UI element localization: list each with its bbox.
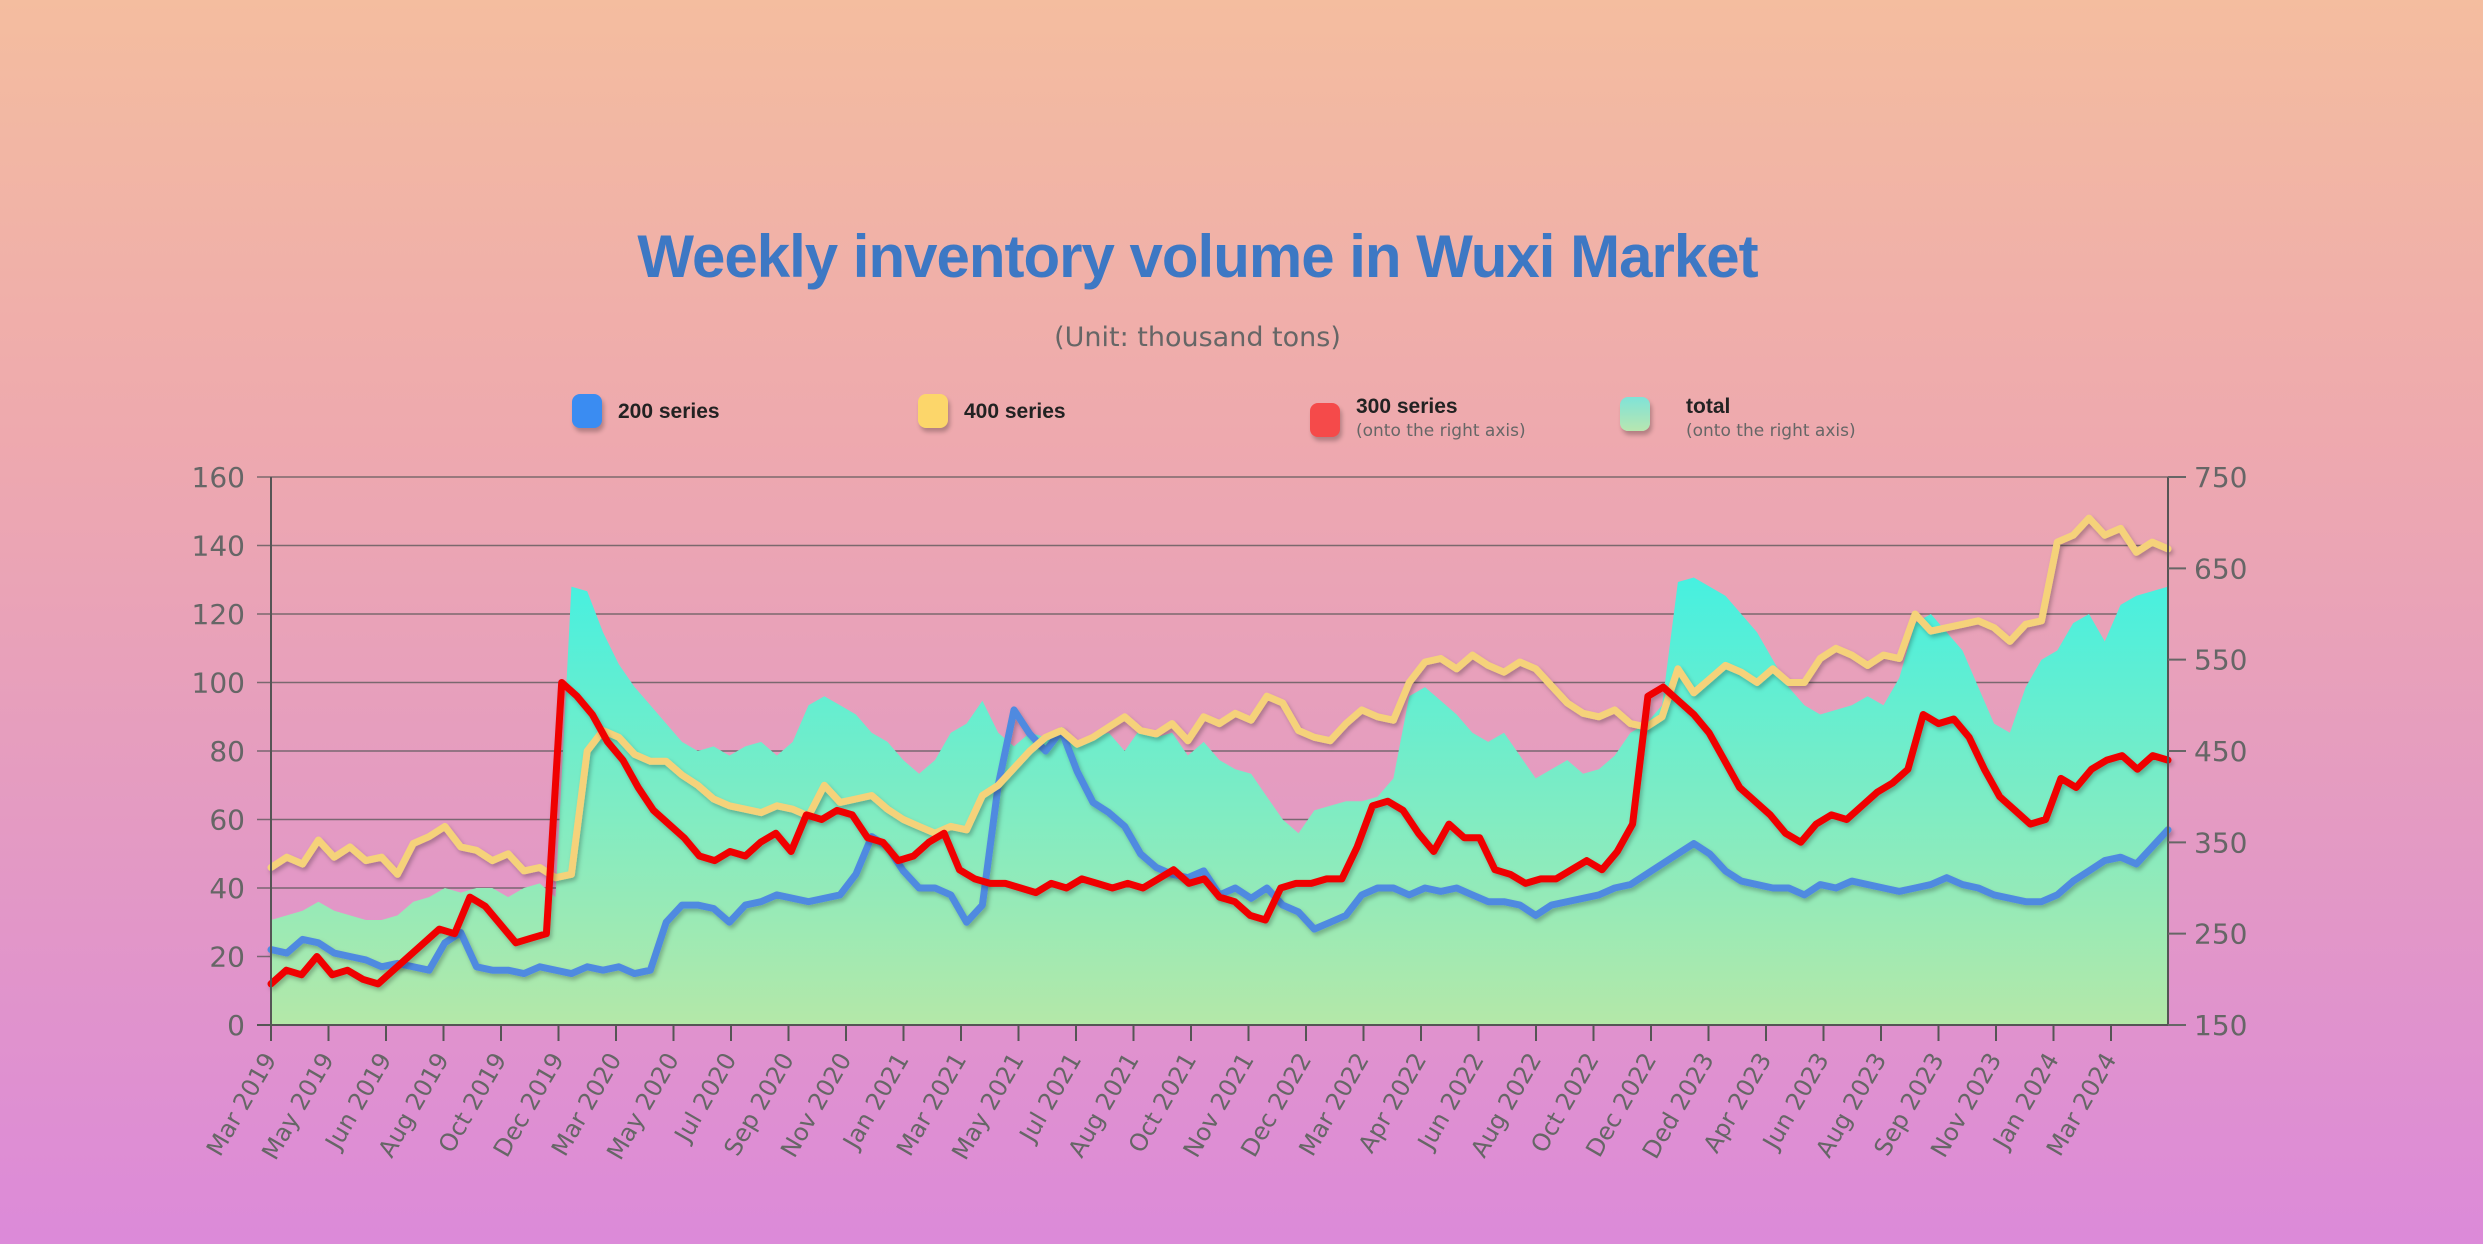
chart-title: Weekly inventory volume in Wuxi Market (637, 223, 1758, 290)
legend-item-200-series[interactable]: 200 series (572, 394, 720, 428)
left-tick-label: 160 (192, 461, 245, 494)
right-axis-ticks: 150 250 350 450 550 650 750 (2168, 461, 2247, 1042)
legend-label: total (1686, 395, 1731, 418)
right-tick-label: 650 (2194, 552, 2247, 585)
right-tick-label: 150 (2194, 1009, 2247, 1042)
left-tick-label: 140 (192, 530, 245, 563)
left-tick-label: 100 (192, 667, 245, 700)
series-line-400-series (267, 514, 2172, 882)
legend-label: 300 series (1356, 395, 1458, 418)
left-tick-label: 60 (209, 804, 245, 837)
left-axis-ticks: 0 20 40 60 80 100 120 140 160 (192, 461, 245, 1042)
legend-item-300-series[interactable]: 300 series (onto the right axis) (1310, 395, 1526, 441)
right-tick-label: 550 (2194, 644, 2247, 677)
legend-note: (onto the right axis) (1686, 421, 1856, 441)
right-tick-label: 350 (2194, 826, 2247, 859)
legend-swatch-400-series (918, 394, 948, 428)
series-lines-layer (267, 514, 2172, 988)
left-tick-label: 40 (209, 872, 245, 905)
legend-swatch-300-series (1310, 403, 1340, 437)
legend-item-total[interactable]: total (onto the right axis) (1620, 395, 1856, 441)
left-tick-label: 120 (192, 598, 245, 631)
right-tick-label: 250 (2194, 918, 2247, 951)
chart-subtitle: (Unit: thousand tons) (1054, 322, 1341, 353)
legend-note: (onto the right axis) (1356, 421, 1526, 441)
legend-label: 400 series (964, 400, 1066, 423)
legend-swatch-200-series (572, 394, 602, 428)
left-tick-label: 80 (209, 735, 245, 768)
left-tick-label: 0 (227, 1009, 245, 1042)
legend-item-400-series[interactable]: 400 series (918, 394, 1066, 428)
right-tick-label: 750 (2194, 461, 2247, 494)
legend-swatch-total (1620, 397, 1650, 431)
series-line-300-series (267, 679, 2172, 988)
legend-label: 200 series (618, 400, 720, 423)
left-tick-label: 20 (209, 941, 245, 974)
right-tick-label: 450 (2194, 735, 2247, 768)
